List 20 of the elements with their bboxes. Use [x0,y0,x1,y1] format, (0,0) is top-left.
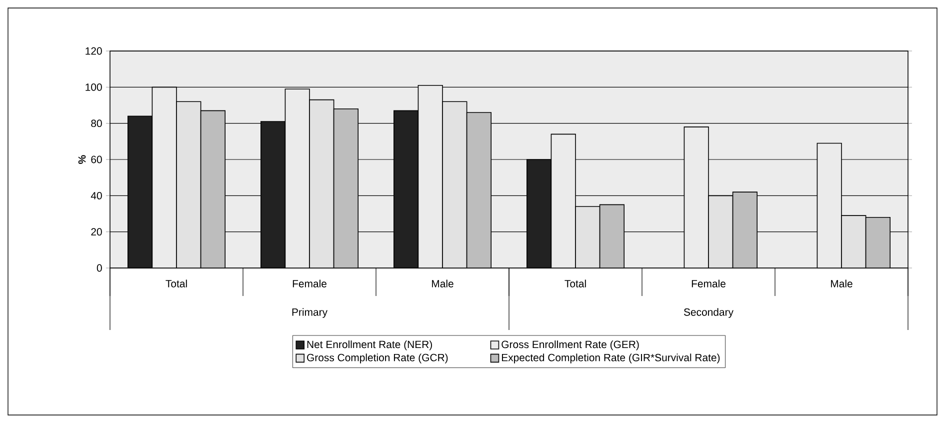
legend-label: Net Enrollment Rate (NER) [307,340,432,350]
x-tick-label: Total [564,280,586,288]
y-tick-label: 0 [96,264,102,272]
y-tick-label: 100 [86,83,102,91]
text: Primary [292,308,328,318]
y-tick-label: 20 [91,228,102,236]
x-tick-label: Total [166,280,187,288]
x-tick-label: Female [692,280,726,288]
y-axis-title: % [78,155,86,164]
x-tick-label: Female [292,280,326,288]
x-tick-label: Male [831,280,852,288]
y-tick-label: 40 [90,192,102,200]
legend-label: Gross Enrollment Rate (GER) [502,340,639,350]
y-tick-label: 60 [91,156,102,164]
y-tick-label: 120 [86,47,102,55]
x-tick-label: Male [432,280,454,288]
y-tick-label: 80 [91,120,102,128]
text: Secondary [684,308,734,318]
legend-label: Gross Completion Rate (GCR) [307,354,448,364]
legend-label: Expected Completion Rate (GIR*Survival Rate) [502,354,720,364]
